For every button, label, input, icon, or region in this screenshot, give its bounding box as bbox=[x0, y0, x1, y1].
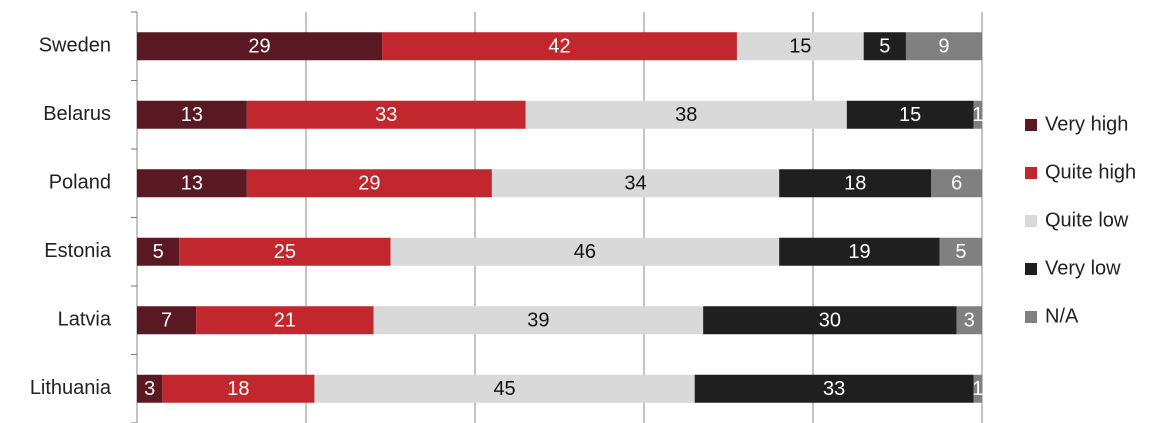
value-label: 39 bbox=[527, 310, 549, 332]
bar-segment bbox=[863, 32, 906, 61]
value-label: 5 bbox=[955, 241, 966, 263]
legend-label: N/A bbox=[1045, 305, 1079, 327]
bar-segment bbox=[905, 32, 982, 61]
legend-swatch bbox=[1025, 119, 1037, 131]
value-label: 46 bbox=[574, 241, 596, 263]
bar-segment bbox=[162, 374, 315, 403]
bar-segment bbox=[779, 237, 940, 266]
bar-segment bbox=[246, 100, 526, 129]
bar-segment bbox=[137, 237, 180, 266]
bar-segment bbox=[137, 374, 163, 403]
legend-swatch bbox=[1025, 263, 1037, 275]
bar-segment bbox=[373, 306, 704, 335]
legend-swatch bbox=[1025, 215, 1037, 227]
bar-segment bbox=[956, 306, 982, 335]
y-tick-label: Belarus bbox=[43, 103, 111, 125]
value-label: 7 bbox=[161, 310, 172, 332]
value-label: 3 bbox=[144, 378, 155, 400]
y-tick-label: Latvia bbox=[58, 309, 112, 331]
bar-segment bbox=[939, 237, 982, 266]
y-tick-label: Sweden bbox=[39, 35, 111, 57]
bar-segment bbox=[137, 32, 383, 61]
value-label: 45 bbox=[493, 378, 515, 400]
value-label: 42 bbox=[548, 36, 570, 58]
bar-segment bbox=[382, 32, 737, 61]
bar-segment bbox=[137, 169, 247, 198]
bar-segment bbox=[491, 169, 780, 198]
value-label: 13 bbox=[181, 104, 203, 126]
value-label: 1 bbox=[972, 378, 983, 400]
value-label: 1 bbox=[972, 104, 983, 126]
y-tick-label: Estonia bbox=[44, 240, 112, 262]
value-label: 5 bbox=[153, 241, 164, 263]
legend-label: Very low bbox=[1045, 257, 1121, 279]
value-label: 29 bbox=[358, 173, 380, 195]
value-label: 18 bbox=[844, 173, 866, 195]
legend-swatch bbox=[1025, 311, 1037, 323]
value-label: 34 bbox=[624, 173, 646, 195]
bar-segment bbox=[137, 100, 247, 129]
bar-segment bbox=[779, 169, 932, 198]
bar-segment bbox=[973, 100, 982, 129]
bar-segment bbox=[846, 100, 974, 129]
bar-segment bbox=[246, 169, 492, 198]
legend-swatch bbox=[1025, 167, 1037, 179]
bar-segment bbox=[525, 100, 847, 129]
bar-segment bbox=[179, 237, 391, 266]
bar-segment bbox=[736, 32, 864, 61]
value-label: 13 bbox=[181, 173, 203, 195]
y-tick-label: Lithuania bbox=[30, 377, 112, 399]
bar-segment bbox=[703, 306, 957, 335]
bar-segment bbox=[196, 306, 374, 335]
value-label: 19 bbox=[848, 241, 870, 263]
value-label: 33 bbox=[823, 378, 845, 400]
bar-segment bbox=[973, 374, 982, 403]
bar-segment bbox=[931, 169, 982, 198]
bar-segment bbox=[390, 237, 780, 266]
value-label: 6 bbox=[951, 173, 962, 195]
value-label: 15 bbox=[789, 36, 811, 58]
value-label: 5 bbox=[879, 36, 890, 58]
legend-label: Quite low bbox=[1045, 209, 1129, 231]
value-label: 30 bbox=[819, 310, 841, 332]
legend-label: Quite high bbox=[1045, 161, 1136, 183]
value-label: 9 bbox=[938, 36, 949, 58]
value-label: 21 bbox=[274, 310, 296, 332]
legend-label: Very high bbox=[1045, 113, 1128, 135]
y-tick-label: Poland bbox=[49, 172, 111, 194]
value-label: 15 bbox=[899, 104, 921, 126]
bar-segment bbox=[137, 306, 197, 335]
value-label: 29 bbox=[248, 36, 270, 58]
value-label: 18 bbox=[227, 378, 249, 400]
value-label: 25 bbox=[274, 241, 296, 263]
bar-segment bbox=[694, 374, 974, 403]
value-label: 38 bbox=[675, 104, 697, 126]
value-label: 3 bbox=[964, 310, 975, 332]
bar-segment bbox=[314, 374, 695, 403]
value-label: 33 bbox=[375, 104, 397, 126]
